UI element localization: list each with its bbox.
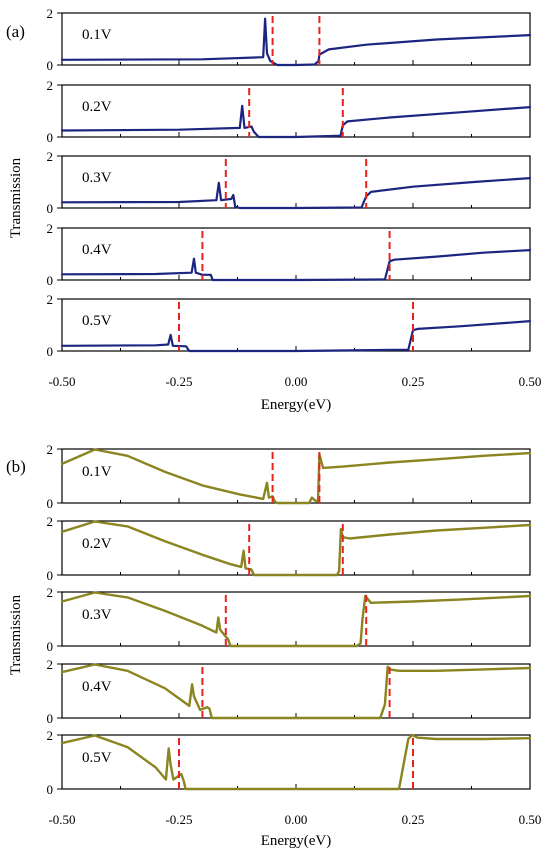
y-tick-label: 2 — [47, 6, 54, 21]
transmission-curve — [60, 177, 532, 210]
bias-label: 0.4V — [82, 679, 112, 695]
y-tick-label: 0 — [47, 344, 54, 359]
subplot-0.4V: 0 2 0.4V — [47, 657, 532, 726]
transmission-curve — [60, 104, 532, 139]
subplot-0.4V: 0 2 0.4V — [47, 221, 532, 288]
subplot-0.3V: 0 2 0.3V — [47, 585, 532, 654]
x-tick-label: -0.50 — [48, 812, 75, 827]
subplot-0.2V: 0 2 0.2V — [47, 78, 532, 145]
subplot-0.3V: 0 2 0.3V — [47, 149, 532, 216]
x-tick-label: -0.25 — [165, 374, 192, 389]
y-tick-label: 2 — [47, 292, 54, 307]
plot-frame — [61, 298, 531, 352]
y-tick-label: 2 — [47, 221, 54, 236]
subplot-0.5V: 0 2 0.5V — [47, 292, 532, 359]
panel-letter: (b) — [6, 457, 26, 476]
transmission-curve — [60, 663, 532, 720]
bias-label: 0.5V — [82, 313, 112, 329]
panel-letter: (a) — [6, 22, 25, 41]
bias-label: 0.4V — [82, 242, 112, 258]
y-tick-label: 0 — [47, 130, 54, 145]
bias-label: 0.1V — [82, 27, 112, 43]
y-axis-label: Transmission — [8, 594, 24, 675]
bias-label: 0.1V — [82, 464, 112, 480]
transmission-curve — [60, 320, 532, 353]
y-tick-label: 0 — [47, 58, 54, 73]
y-tick-label: 0 — [47, 568, 54, 583]
y-axis-label: Transmission — [8, 157, 24, 238]
x-tick-label: 0.50 — [519, 374, 542, 389]
x-tick-label: 0.50 — [519, 812, 542, 827]
y-tick-label: 0 — [47, 496, 54, 511]
y-tick-label: 0 — [47, 201, 54, 216]
y-tick-label: 2 — [47, 78, 54, 93]
y-tick-label: 2 — [47, 728, 54, 743]
transmission-curve — [60, 448, 532, 505]
transmission-curve — [60, 520, 532, 577]
y-tick-label: 0 — [47, 782, 54, 797]
x-tick-label: 0.25 — [402, 812, 425, 827]
subplot-0.5V: 0 2 0.5V — [47, 728, 532, 797]
subplot-0.1V: 0 2 0.1V — [47, 442, 532, 511]
x-tick-label: -0.50 — [48, 374, 75, 389]
transmission-curve — [60, 591, 532, 648]
transmission-curve — [60, 249, 532, 282]
y-tick-label: 2 — [47, 442, 54, 457]
transmission-curve — [60, 733, 532, 791]
y-tick-label: 0 — [47, 711, 54, 726]
x-tick-label: -0.25 — [165, 812, 192, 827]
transmission-curve — [60, 17, 532, 67]
y-tick-label: 2 — [47, 657, 54, 672]
bias-label: 0.5V — [82, 750, 112, 766]
plot-frame — [61, 734, 531, 790]
bias-label: 0.3V — [82, 607, 112, 623]
x-tick-label: 0.25 — [402, 374, 425, 389]
bias-label: 0.2V — [82, 536, 112, 552]
x-tick-label: 0.00 — [285, 374, 308, 389]
y-tick-label: 2 — [47, 149, 54, 164]
y-tick-label: 0 — [47, 639, 54, 654]
y-tick-label: 0 — [47, 273, 54, 288]
x-axis-label: Energy(eV) — [261, 397, 332, 413]
bias-label: 0.3V — [82, 170, 112, 186]
subplot-0.2V: 0 2 0.2V — [47, 514, 532, 583]
bias-label: 0.2V — [82, 99, 112, 115]
subplot-0.1V: 0 2 0.1V — [47, 6, 532, 73]
x-tick-label: 0.00 — [285, 812, 308, 827]
y-tick-label: 2 — [47, 514, 54, 529]
y-tick-label: 2 — [47, 585, 54, 600]
x-axis-label: Energy(eV) — [261, 833, 332, 849]
